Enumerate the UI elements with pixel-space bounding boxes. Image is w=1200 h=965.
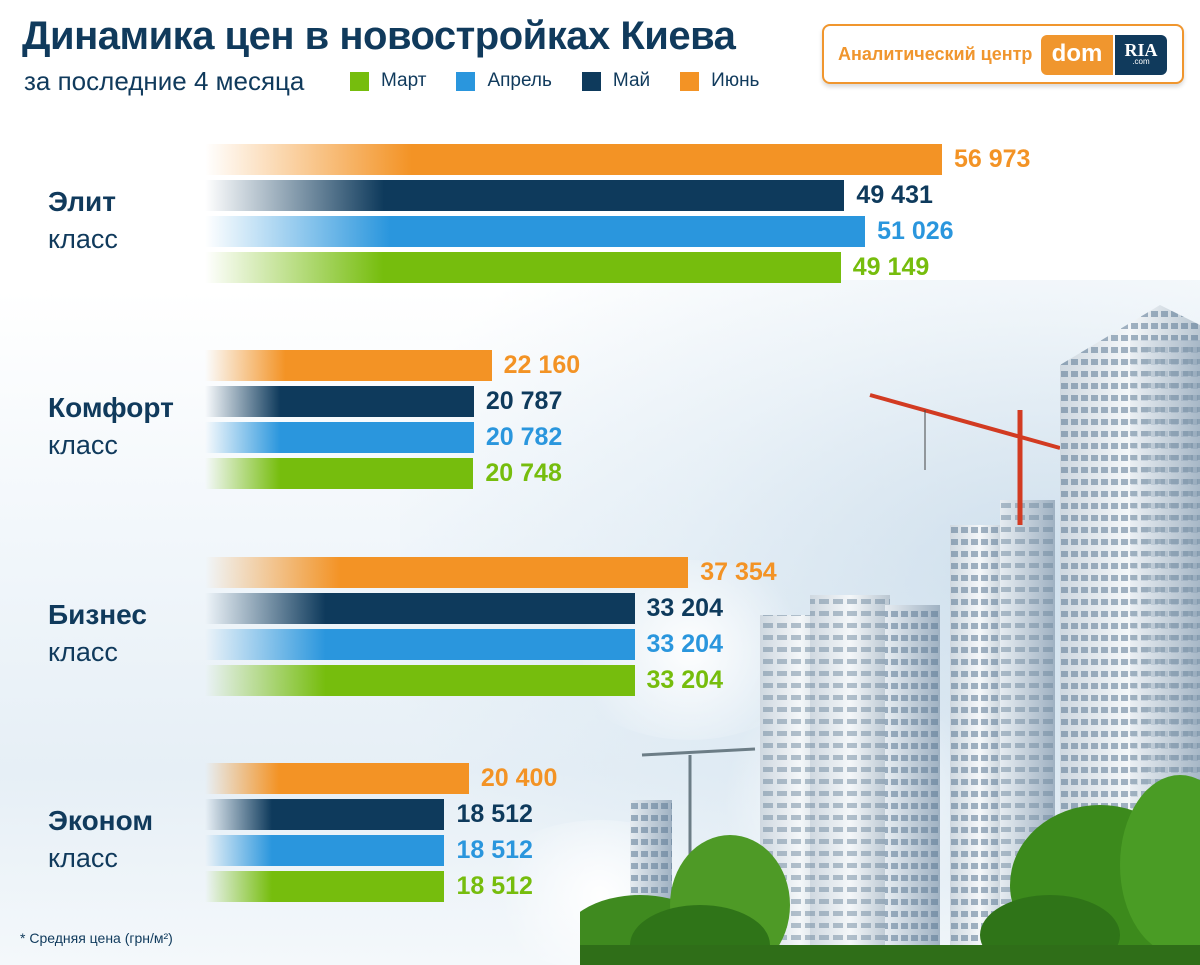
legend-item-may: Май <box>581 70 651 92</box>
bar-value-label: 18 512 <box>456 800 533 828</box>
bar-value-label: 49 149 <box>852 253 930 281</box>
category-name: Элит <box>48 186 116 217</box>
logo-ria: RIA .com <box>1115 35 1167 75</box>
cloud <box>700 700 1000 900</box>
bar <box>205 252 841 283</box>
legend-item-june: Июнь <box>680 70 759 92</box>
footnote: * Средняя цена (грн/м²) <box>20 930 173 946</box>
legend-label: Май <box>612 70 651 91</box>
bar-value-label: 33 204 <box>646 594 723 622</box>
page-title: Динамика цен в новостройках Киева <box>22 14 736 58</box>
category-sub: класс <box>48 843 118 873</box>
brand-logo[interactable]: Аналитический центр dom RIA .com <box>822 24 1184 84</box>
bar-value-label: 22 160 <box>503 351 581 379</box>
bar-value-label: 37 354 <box>700 558 777 586</box>
bar <box>205 350 492 381</box>
bar <box>205 629 635 660</box>
bar <box>205 593 635 624</box>
category-label: Эконом класс <box>48 805 153 874</box>
bar <box>205 180 845 211</box>
logo-dom: dom <box>1041 35 1113 75</box>
legend-swatch <box>350 71 369 91</box>
bar-value-label: 18 512 <box>456 872 533 900</box>
bar <box>205 871 445 902</box>
category-name: Бизнес <box>48 599 147 630</box>
legend-item-mart: Март <box>350 70 426 92</box>
bar <box>205 835 445 866</box>
legend-item-april: Апрель <box>456 70 552 92</box>
bar-value-label: 20 748 <box>485 459 562 487</box>
bar <box>205 144 942 175</box>
bar-value-label: 20 400 <box>480 764 558 792</box>
bar-value-label: 33 204 <box>646 666 723 694</box>
bar-value-label: 56 973 <box>954 145 1031 173</box>
bar-value-label: 18 512 <box>456 836 533 864</box>
bar-value-label: 20 782 <box>485 423 563 451</box>
logo-ria-small: .com <box>1132 57 1150 66</box>
bar <box>205 799 445 830</box>
category-sub: класс <box>48 637 118 667</box>
bar <box>205 386 474 417</box>
bar <box>205 665 635 696</box>
category-name: Комфорт <box>48 392 174 423</box>
category-label: Элит класс <box>48 186 118 255</box>
category-label: Бизнес класс <box>48 599 147 668</box>
legend-swatch <box>581 71 601 91</box>
category-label: Комфорт класс <box>48 392 174 461</box>
logo-caption: Аналитический центр <box>838 44 1033 64</box>
bar <box>205 557 689 588</box>
category-sub: класс <box>48 224 118 254</box>
legend-swatch <box>456 71 476 91</box>
legend-label: Июнь <box>711 70 760 91</box>
bar-value-label: 33 204 <box>646 630 723 658</box>
bar <box>205 458 474 489</box>
logo-ria-text: RIA <box>1124 40 1158 60</box>
bar <box>205 422 474 453</box>
category-sub: класс <box>48 430 118 460</box>
page-subtitle: за последние 4 месяца <box>24 66 305 96</box>
legend-swatch <box>680 71 700 91</box>
category-name: Эконом <box>48 805 154 836</box>
bar <box>205 216 866 247</box>
chart-legend: Март Апрель Май Июнь <box>350 70 789 92</box>
legend-label: Апрель <box>487 70 552 91</box>
legend-label: Март <box>381 70 427 91</box>
bar <box>205 763 469 794</box>
bar-value-label: 20 787 <box>485 387 563 415</box>
bar-value-label: 49 431 <box>856 181 933 209</box>
bar-value-label: 51 026 <box>877 217 954 245</box>
